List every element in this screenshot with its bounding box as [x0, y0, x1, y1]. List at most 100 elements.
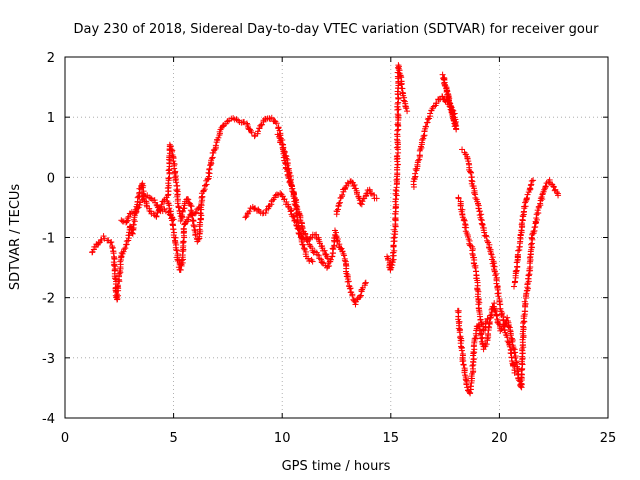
chart-title: Day 230 of 2018, Sidereal Day-to-day VTE…	[74, 22, 600, 37]
y-axis-label: SDTVAR / TECUs	[8, 184, 23, 291]
data-point	[170, 226, 177, 233]
data-point	[178, 257, 185, 264]
data-point	[500, 323, 507, 330]
data-point	[166, 152, 173, 159]
data-point	[457, 334, 464, 341]
data-point	[190, 222, 197, 229]
data-point	[180, 225, 187, 232]
data-point	[300, 241, 307, 248]
data-point	[196, 204, 203, 211]
data-point	[338, 245, 345, 252]
data-point	[177, 217, 184, 224]
x-axis-label: GPS time / hours	[282, 459, 391, 474]
data-point	[195, 236, 202, 243]
data-point	[472, 194, 479, 201]
data-point	[248, 129, 255, 136]
data-point	[321, 247, 328, 254]
data-point	[528, 177, 535, 184]
data-point	[111, 256, 118, 263]
data-point	[341, 257, 348, 264]
data-point	[528, 234, 535, 241]
data-point	[189, 211, 196, 218]
data-point	[114, 282, 121, 289]
x-tick-label: 25	[600, 431, 617, 446]
data-point	[427, 110, 434, 117]
data-point	[212, 142, 219, 149]
data-point	[192, 232, 199, 239]
data-point	[254, 128, 261, 135]
data-point	[122, 245, 129, 252]
data-point	[506, 343, 513, 350]
data-point	[196, 219, 203, 226]
data-point	[490, 263, 497, 270]
data-point	[242, 214, 249, 221]
data-point	[535, 203, 542, 210]
data-point	[524, 194, 531, 201]
data-point	[441, 76, 448, 83]
data-point	[537, 195, 544, 202]
data-point	[206, 165, 213, 172]
data-point	[444, 94, 451, 101]
data-point	[518, 227, 525, 234]
x-tick-label: 0	[61, 431, 69, 446]
data-point	[475, 205, 482, 212]
data-point	[107, 239, 114, 246]
data-point	[501, 326, 508, 333]
data-point	[467, 383, 474, 390]
data-point	[555, 192, 562, 199]
data-point	[394, 127, 401, 134]
data-point	[458, 347, 465, 354]
data-point	[493, 312, 500, 319]
data-point	[123, 238, 130, 245]
data-point	[505, 323, 512, 330]
data-point	[246, 208, 253, 215]
data-point	[483, 233, 490, 240]
data-point	[519, 361, 526, 368]
data-point	[550, 183, 557, 190]
data-point	[479, 334, 486, 341]
data-point	[291, 201, 298, 208]
data-point	[404, 108, 411, 115]
data-point	[460, 361, 467, 368]
data-point	[334, 206, 341, 213]
data-point	[277, 190, 284, 197]
data-point	[469, 250, 476, 257]
data-point	[215, 134, 222, 141]
data-point	[355, 193, 362, 200]
data-point	[319, 259, 326, 266]
data-point	[513, 267, 520, 274]
data-point	[512, 268, 519, 275]
data-point	[472, 264, 479, 271]
data-point	[452, 121, 459, 128]
data-point	[501, 321, 508, 328]
data-point	[391, 247, 398, 254]
data-point	[354, 295, 361, 302]
data-point	[352, 301, 359, 308]
data-point	[224, 118, 231, 125]
data-point	[478, 335, 485, 342]
data-point	[394, 152, 401, 159]
data-point	[124, 215, 131, 222]
data-point	[389, 257, 396, 264]
data-point	[187, 202, 194, 209]
data-point	[512, 349, 519, 356]
data-point	[442, 82, 449, 89]
data-point	[525, 285, 532, 292]
data-point	[336, 199, 343, 206]
data-point	[268, 114, 275, 121]
data-point	[357, 292, 364, 299]
data-point	[173, 187, 180, 194]
data-point	[98, 237, 105, 244]
data-point	[535, 210, 542, 217]
data-point	[175, 204, 182, 211]
data-point	[464, 384, 471, 391]
data-point	[460, 217, 467, 224]
data-point	[392, 186, 399, 193]
data-point	[478, 216, 485, 223]
data-point	[165, 167, 172, 174]
data-point	[168, 146, 175, 153]
data-point	[448, 109, 455, 116]
data-point	[522, 203, 529, 210]
data-point	[292, 201, 299, 208]
